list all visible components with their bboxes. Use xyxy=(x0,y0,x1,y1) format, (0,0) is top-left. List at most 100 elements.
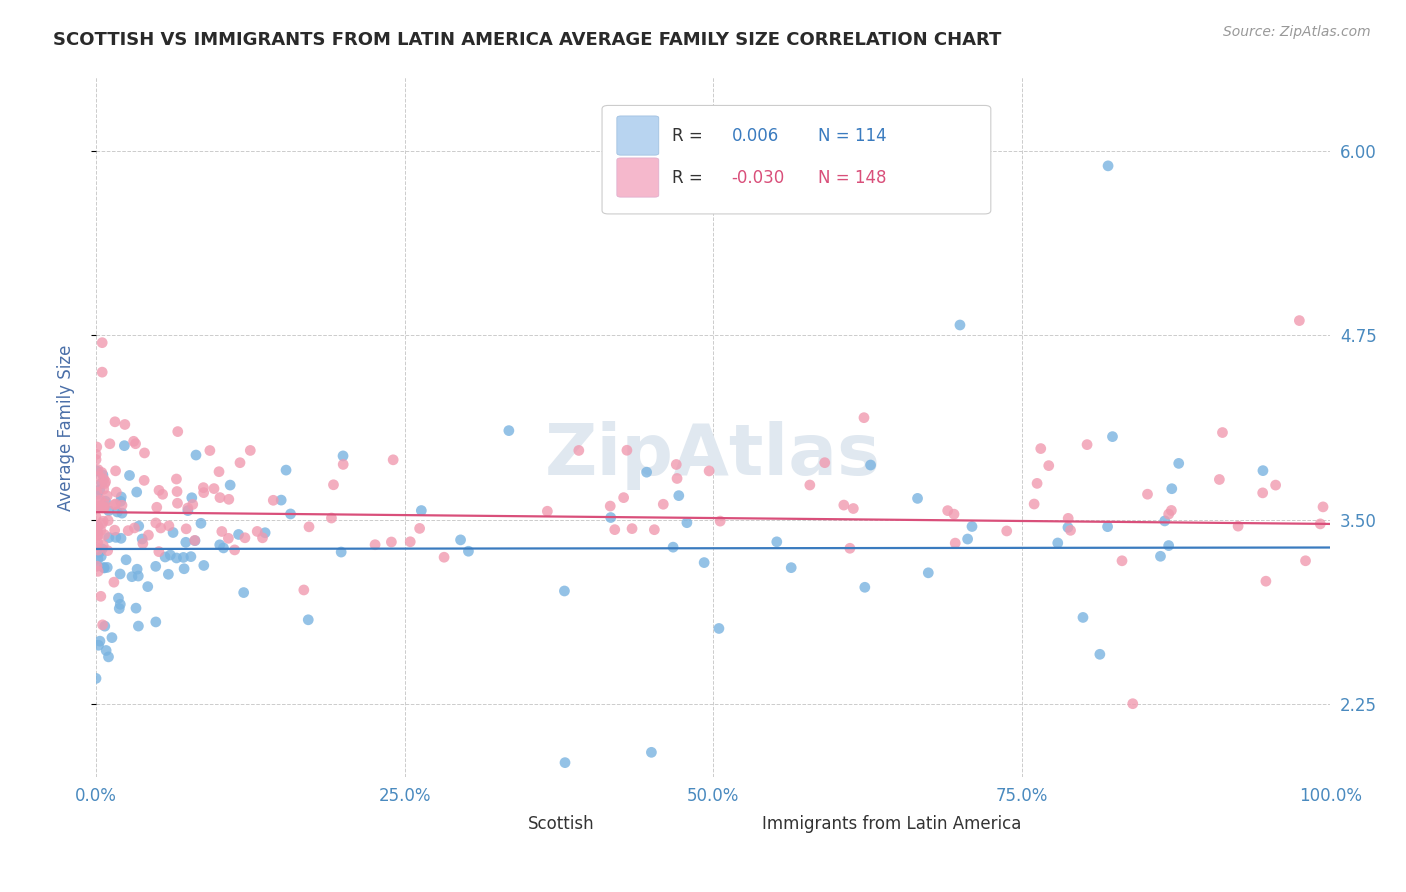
Point xyxy=(1208,473,1230,487)
Point xyxy=(229,456,252,470)
Point xyxy=(1254,574,1277,589)
Text: -0.030: -0.030 xyxy=(731,169,785,186)
Point xyxy=(1160,503,1182,517)
Point xyxy=(536,504,558,518)
Point xyxy=(697,464,720,478)
Point xyxy=(149,521,172,535)
Point xyxy=(184,533,207,548)
Point xyxy=(125,601,148,615)
Text: Source: ZipAtlas.com: Source: ZipAtlas.com xyxy=(1223,25,1371,39)
Point xyxy=(93,476,115,491)
Point xyxy=(84,540,107,554)
Point xyxy=(96,489,118,503)
Point xyxy=(110,490,132,504)
Point xyxy=(1029,442,1052,456)
Point xyxy=(1101,429,1123,443)
Point xyxy=(159,548,181,562)
Point xyxy=(93,500,115,514)
Point xyxy=(97,514,120,528)
Point xyxy=(90,524,112,538)
Point xyxy=(1149,549,1171,564)
Point xyxy=(128,519,150,533)
Point xyxy=(121,570,143,584)
Point xyxy=(94,619,117,633)
Point xyxy=(666,471,689,485)
Point xyxy=(104,523,127,537)
Point xyxy=(218,492,240,507)
Point xyxy=(146,500,169,515)
Point xyxy=(297,613,319,627)
Point xyxy=(943,536,966,550)
Point xyxy=(568,443,591,458)
Point xyxy=(91,500,114,515)
Point xyxy=(332,458,354,472)
Point xyxy=(1160,482,1182,496)
Point xyxy=(280,507,302,521)
Point xyxy=(105,505,128,519)
Text: R =: R = xyxy=(672,169,709,186)
Point xyxy=(382,452,405,467)
Point xyxy=(1136,487,1159,501)
Point xyxy=(174,535,197,549)
Point xyxy=(94,643,117,657)
Point xyxy=(177,501,200,516)
Point xyxy=(219,478,242,492)
Point xyxy=(87,520,110,534)
Point xyxy=(228,527,250,541)
Point xyxy=(239,443,262,458)
Point xyxy=(233,531,256,545)
Point xyxy=(162,525,184,540)
Point xyxy=(907,491,929,506)
Point xyxy=(117,524,139,538)
Point xyxy=(173,562,195,576)
Point xyxy=(1026,476,1049,491)
Point xyxy=(166,551,188,566)
Point xyxy=(174,522,197,536)
Point xyxy=(224,542,246,557)
Point xyxy=(181,498,204,512)
Point xyxy=(665,458,688,472)
Point xyxy=(832,498,855,512)
Point xyxy=(1167,456,1189,470)
Point xyxy=(1153,514,1175,528)
FancyBboxPatch shape xyxy=(617,158,659,197)
Point xyxy=(93,561,115,575)
Point xyxy=(1038,458,1060,473)
Point xyxy=(86,524,108,538)
Point xyxy=(148,483,170,498)
Point xyxy=(148,544,170,558)
Point xyxy=(90,466,112,480)
Point xyxy=(693,556,716,570)
Point xyxy=(838,541,860,556)
Point xyxy=(86,558,108,573)
Point xyxy=(274,463,297,477)
Point xyxy=(89,500,111,514)
Point xyxy=(202,482,225,496)
Point xyxy=(1309,516,1331,531)
Point xyxy=(157,567,180,582)
Point xyxy=(330,545,353,559)
Point xyxy=(87,499,110,513)
Point xyxy=(943,507,966,521)
Point xyxy=(1097,159,1119,173)
Point xyxy=(132,536,155,550)
Point xyxy=(97,649,120,664)
Point xyxy=(1295,554,1317,568)
Point xyxy=(298,520,321,534)
Point xyxy=(709,514,731,528)
Point xyxy=(1251,464,1274,478)
Point xyxy=(131,532,153,546)
FancyBboxPatch shape xyxy=(617,116,659,155)
Point xyxy=(636,465,658,479)
Point xyxy=(1071,610,1094,624)
Point xyxy=(208,465,231,479)
Point xyxy=(166,425,188,439)
Point xyxy=(498,424,520,438)
Point xyxy=(98,436,121,450)
Point xyxy=(89,634,111,648)
Point xyxy=(193,558,215,573)
Point xyxy=(111,506,134,520)
Point xyxy=(153,549,176,564)
Point xyxy=(108,601,131,615)
Point xyxy=(1097,519,1119,533)
